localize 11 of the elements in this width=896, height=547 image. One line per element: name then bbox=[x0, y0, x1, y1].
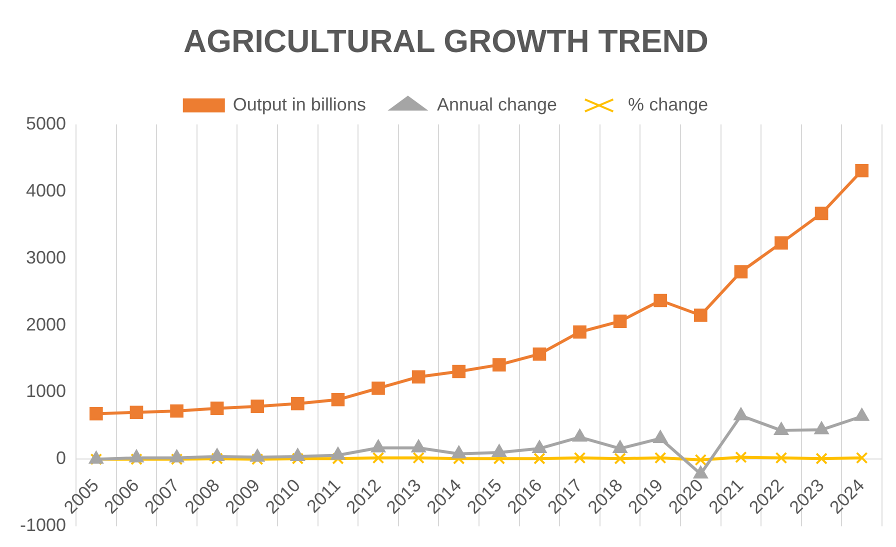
legend-label: Output in billions bbox=[232, 94, 366, 114]
y-tick-label: 3000 bbox=[26, 247, 66, 268]
y-tick-label: 5000 bbox=[26, 113, 66, 134]
y-tick-label: 0 bbox=[56, 448, 66, 468]
y-tick-label: 4000 bbox=[26, 180, 66, 200]
y-tick-label: 1000 bbox=[26, 381, 66, 402]
legend-label: % change bbox=[628, 94, 708, 114]
legend-label: Annual change bbox=[436, 94, 558, 114]
chart-title: AGRICULTURAL GROWTH TREND bbox=[184, 23, 708, 60]
y-tick-label: 2000 bbox=[26, 314, 66, 334]
y-tick-label: -1000 bbox=[20, 515, 66, 536]
